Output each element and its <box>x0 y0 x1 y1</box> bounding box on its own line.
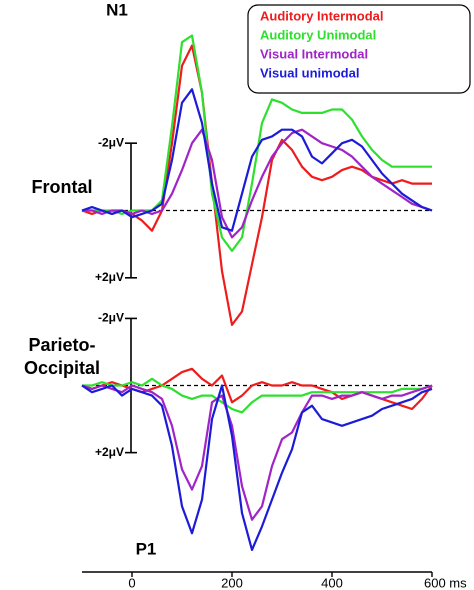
panel-title: Occipital <box>24 358 100 378</box>
y-tick-label: -2μV <box>98 311 124 325</box>
series-line <box>81 384 433 521</box>
legend-box <box>247 4 471 94</box>
series-line <box>81 384 433 551</box>
y-tick-label: -2μV <box>98 135 124 149</box>
x-tick-label: 200 <box>221 575 243 590</box>
legend-label: Visual unimodal <box>260 65 359 80</box>
annotation: N1 <box>106 0 128 19</box>
x-tick-label: 0 <box>128 575 135 590</box>
x-tick-label: 600 ms <box>424 575 467 590</box>
annotation: P1 <box>136 539 157 558</box>
series-line <box>81 88 433 232</box>
legend-label: Auditory Intermodal <box>260 8 384 23</box>
series-line <box>82 128 433 239</box>
panel-title: Frontal <box>32 177 93 197</box>
series-line <box>82 377 433 414</box>
panel-title: Parieto- <box>28 335 95 355</box>
legend-label: Visual Intermodal <box>260 46 368 61</box>
legend-label: Auditory Unimodal <box>260 27 376 42</box>
x-tick-label: 400 <box>321 575 343 590</box>
y-tick-label: +2μV <box>95 270 124 284</box>
y-tick-label: +2μV <box>95 445 124 459</box>
